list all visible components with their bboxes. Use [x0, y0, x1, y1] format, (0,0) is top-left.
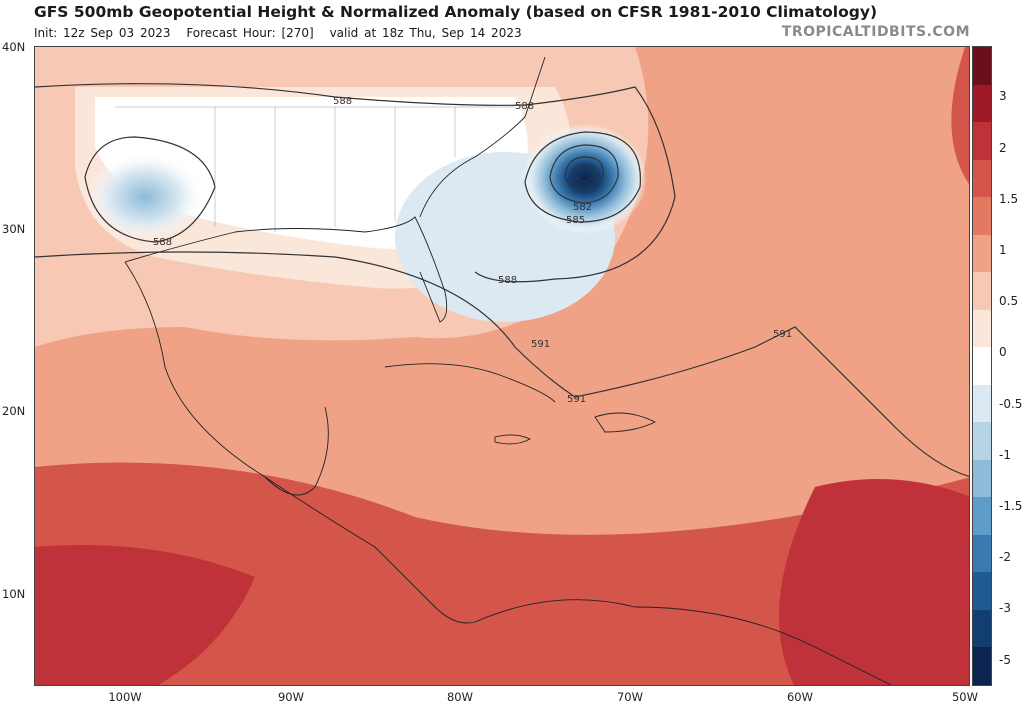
valid-time: valid at 18z Thu, Sep 14 2023: [329, 26, 522, 40]
colorbar-cell: [973, 384, 991, 423]
contour-label-591-c: 591: [773, 329, 792, 340]
chart-title: GFS 500mb Geopotential Height & Normaliz…: [34, 3, 878, 21]
colorbar-cell: [973, 197, 991, 235]
subtitle-line: Init: 12z Sep 03 2023 Forecast Hour: [27…: [34, 26, 532, 40]
colorbar-label: -0.5: [999, 397, 1023, 411]
colorbar-cell: [973, 309, 991, 348]
forecast-hour: Forecast Hour: [270]: [186, 26, 314, 40]
central-america-coastline: [264, 476, 476, 624]
init-time: Init: 12z Sep 03 2023: [34, 26, 171, 40]
colorbar-cell: [973, 534, 991, 573]
colorbar-cell: [973, 84, 991, 123]
brand-watermark: TROPICALTIDBITS.COM: [781, 24, 970, 40]
anomaly-atlantic-se: [778, 479, 969, 685]
colorbar-cell: [973, 234, 991, 273]
contour-591: [35, 251, 969, 477]
colorbar-cell: [973, 647, 991, 685]
contour-582: [549, 144, 619, 204]
colorbar-label: 0: [999, 345, 1007, 359]
colorbar-label: 1: [999, 243, 1007, 257]
colorbar-cell: [973, 422, 991, 460]
lon-label-70w: 70W: [616, 690, 644, 704]
contour-label-585: 585: [566, 215, 585, 226]
colorbar-label: 0.5: [999, 294, 1019, 308]
map-svg: 588 588 588 588 582 585 591 591 591: [35, 47, 969, 685]
colorbar-cell: [973, 47, 991, 85]
contour-label-588-d: 588: [498, 275, 517, 286]
lon-label-60w: 60W: [786, 690, 814, 704]
colorbar-label: -2: [999, 550, 1011, 564]
anomaly-south: [35, 462, 969, 685]
map-panel: 588 588 588 588 582 585 591 591 591: [34, 46, 970, 686]
cuba-coastline: [384, 363, 556, 403]
colorbar-label: 3: [999, 89, 1007, 103]
colorbar-cell: [973, 459, 991, 498]
state-borders: [115, 106, 515, 232]
anomaly-atlantic-ne: [951, 47, 969, 184]
colorbar-cell: [973, 497, 991, 535]
contour-579: [564, 156, 604, 190]
colorbar-label: 1.5: [999, 192, 1019, 206]
lon-label-100w: 100W: [108, 690, 142, 704]
colorbar: [972, 46, 992, 686]
anomaly-pacific: [35, 545, 255, 685]
colorbar-cell: [973, 272, 991, 310]
lon-label-80w: 80W: [446, 690, 474, 704]
atlantic-low-core: [523, 124, 647, 234]
contour-label-588-b: 588: [515, 101, 534, 112]
contour-label-582: 582: [573, 202, 592, 213]
contour-585: [524, 131, 641, 223]
contour-label-591-a: 591: [531, 339, 550, 350]
colorbar-label: -3: [999, 601, 1011, 615]
colorbar-label: -5: [999, 653, 1011, 667]
us-east-coastline: [419, 56, 546, 218]
hispaniola-coastline: [594, 412, 657, 433]
colorbar-cell: [973, 572, 991, 610]
contour-576: [574, 164, 595, 182]
lat-label-10n: 10N: [2, 587, 26, 601]
south-america-coastline: [474, 599, 893, 685]
colorbar-cell: [973, 347, 991, 385]
colorbar-cell: [973, 122, 991, 160]
lat-label-30n: 30N: [2, 222, 26, 236]
colorbar-cell: [973, 609, 991, 648]
jamaica-coastline: [494, 434, 532, 445]
texas-low-anomaly: [85, 152, 205, 242]
colorbar-label: 2: [999, 141, 1007, 155]
lon-label-50w: 50W: [951, 690, 979, 704]
contour-label-588-c: 588: [153, 237, 172, 248]
colorbar-label: -1: [999, 448, 1011, 462]
contour-label-591-b: 591: [567, 394, 586, 405]
colorbar-cell: [973, 159, 991, 198]
us-gulf-coastline: [124, 216, 448, 323]
contour-label-588-a: 588: [333, 96, 352, 107]
lon-label-90w: 90W: [277, 690, 305, 704]
lat-label-40n: 40N: [2, 40, 26, 54]
contour-588-north: [35, 83, 676, 283]
lat-label-20n: 20N: [2, 404, 26, 418]
colorbar-label: -1.5: [999, 499, 1023, 513]
mexico-coastline: [124, 261, 329, 496]
